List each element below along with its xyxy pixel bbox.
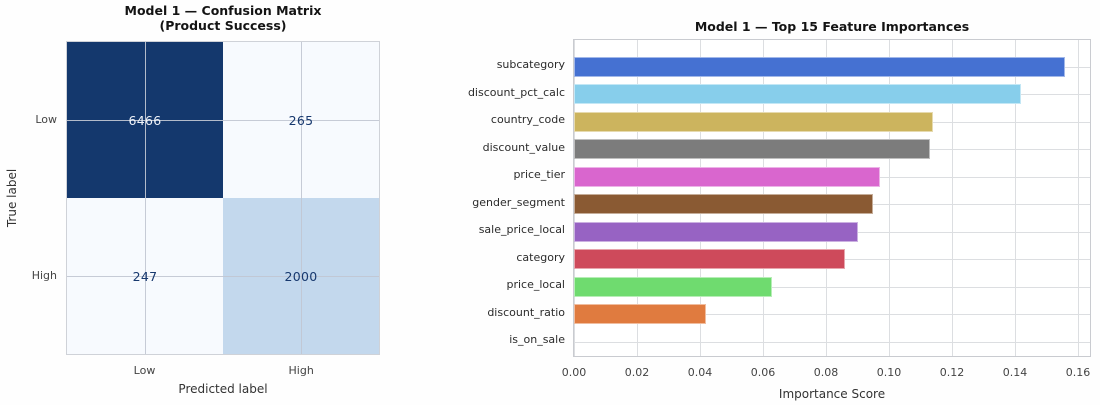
y-tick-label: High [31,269,57,283]
gridline-vertical [952,40,953,356]
bar-discount_pct_calc [574,84,1022,105]
bar-price_tier [574,166,880,187]
feature-importance-plot [573,39,1091,357]
x-tick-label: High [288,364,314,377]
confusion-matrix-title: Model 1 — Confusion Matrix (Product Succ… [66,3,380,33]
x-tick-label: Low [133,364,156,377]
y-tick-label: is_on_sale [509,333,565,347]
heatmap-cell-value: 247 [132,268,158,284]
confusion-matrix-plot: 6466 265 247 2000 [66,41,380,355]
y-tick-label: subcategory [496,58,565,72]
gridline-horizontal [67,275,379,277]
x-tick-label: 0.16 [1065,366,1091,379]
feature-importance-xlabel: Importance Score [778,387,886,401]
gridline-horizontal [574,342,1090,343]
y-tick-label: price_local [506,278,565,292]
gridline-vertical [1015,40,1016,356]
y-tick-label: discount_pct_calc [467,85,565,99]
y-tick-label: country_code [490,113,565,127]
bar-discount_ratio [574,304,707,325]
gridline-vertical [889,40,890,356]
y-tick-label: price_tier [513,168,565,182]
y-tick-label: sale_price_local [478,223,565,237]
y-tick-label: discount_ratio [487,305,565,319]
gridline-horizontal [574,287,1090,288]
bar-country_code [574,111,934,132]
x-tick-label: 0.00 [561,366,587,379]
confusion-matrix-xlabel: Predicted label [178,382,268,396]
bar-category [574,249,845,270]
bar-sale_price_local [574,221,858,242]
bar-gender_segment [574,194,874,215]
x-tick-label: 0.02 [624,366,650,379]
y-tick-label: discount_value [482,140,565,154]
gridline-vertical [144,42,146,354]
gridline-horizontal [574,314,1090,315]
x-tick-label: 0.04 [687,366,713,379]
confusion-matrix-title-line1: Model 1 — Confusion Matrix [124,3,322,18]
y-tick-label: gender_segment [472,195,565,209]
y-tick-label: category [516,250,565,264]
x-tick-label: 0.10 [876,366,902,379]
y-tick-label: Low [35,112,57,126]
x-tick-label: 0.12 [939,366,965,379]
gridline-horizontal [67,119,379,121]
x-tick-label: 0.06 [750,366,776,379]
bar-discount_value [574,139,930,160]
gridline-vertical [300,42,302,354]
bar-price_local [574,276,773,297]
heatmap-cell-value: 265 [288,112,314,128]
x-tick-label: 0.08 [813,366,839,379]
confusion-matrix-title-line2: (Product Success) [159,17,287,33]
confusion-matrix-ylabel: True label [5,168,19,228]
feature-importance-title: Model 1 — Top 15 Feature Importances [694,19,970,34]
heatmap-cell-value: 6466 [128,112,162,128]
x-tick-label: 0.14 [1002,366,1028,379]
gridline-vertical [1078,40,1079,356]
heatmap-cell-value: 2000 [284,268,318,284]
bar-subcategory [574,56,1066,77]
